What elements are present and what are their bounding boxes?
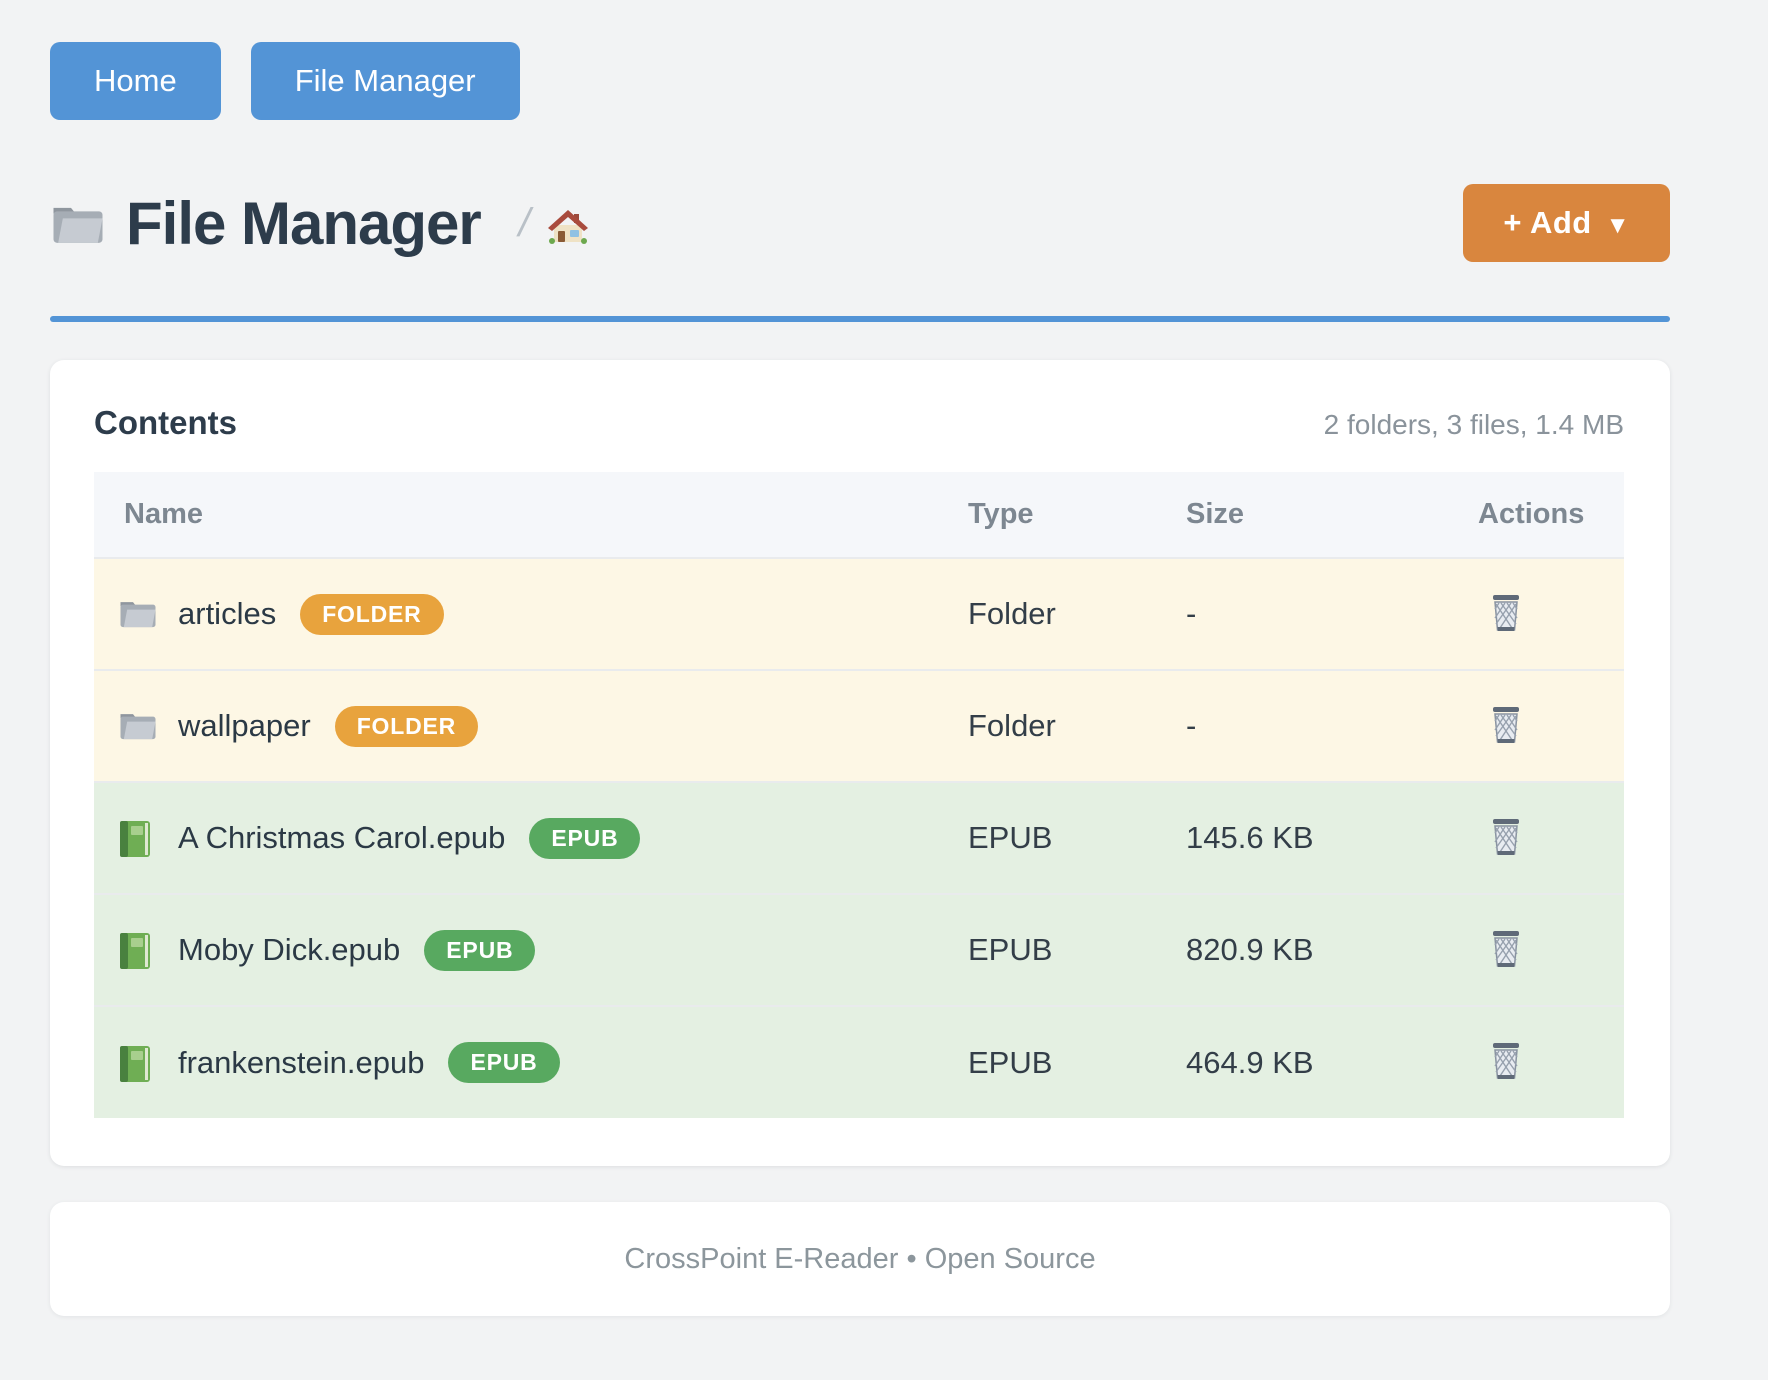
folder-icon [118, 595, 158, 633]
footer-text: CrossPoint E-Reader • Open Source [624, 1242, 1096, 1275]
header-divider [50, 316, 1670, 322]
delete-button[interactable] [1482, 811, 1530, 866]
footer: CrossPoint E-Reader • Open Source [50, 1202, 1670, 1316]
page-header: File Manager / + Add ▼ [50, 184, 1670, 262]
folder-icon [50, 198, 106, 248]
file-name[interactable]: Moby Dick.epub [178, 932, 401, 967]
column-header-size: Size [1186, 472, 1478, 558]
home-icon[interactable] [546, 207, 590, 247]
trash-icon [1486, 591, 1526, 638]
type-badge: FOLDER [334, 705, 479, 747]
file-type: Folder [968, 596, 1056, 631]
type-badge: EPUB [529, 817, 641, 859]
file-type: EPUB [968, 932, 1053, 967]
book-icon [118, 931, 158, 969]
nav-file-manager-button[interactable]: File Manager [250, 42, 520, 120]
type-badge: EPUB [448, 1042, 560, 1083]
page: Home File Manager File Manager / [50, 42, 1670, 1316]
table-row[interactable]: articles FOLDER Folder - [94, 558, 1624, 670]
add-button[interactable]: + Add ▼ [1463, 184, 1670, 262]
table-row[interactable]: Moby Dick.epub EPUB EPUB 820.9 KB [94, 894, 1624, 1006]
table-header-row: Name Type Size Actions [94, 472, 1624, 558]
nav-home-button[interactable]: Home [50, 42, 221, 120]
page-title-group: File Manager / [50, 189, 590, 258]
trash-icon [1486, 927, 1526, 974]
contents-header: Contents 2 folders, 3 files, 1.4 MB [94, 404, 1624, 442]
book-icon [118, 1044, 158, 1082]
column-header-type: Type [968, 472, 1186, 558]
breadcrumb-separator: / [514, 200, 535, 245]
delete-button[interactable] [1482, 699, 1530, 754]
delete-button[interactable] [1482, 587, 1530, 642]
trash-icon [1486, 703, 1526, 750]
table-row[interactable]: wallpaper FOLDER Folder - [94, 670, 1624, 782]
file-size: 145.6 KB [1186, 820, 1314, 855]
book-icon [118, 819, 158, 857]
file-size: - [1186, 596, 1197, 631]
delete-button[interactable] [1482, 923, 1530, 978]
column-header-name: Name [94, 472, 968, 558]
contents-summary: 2 folders, 3 files, 1.4 MB [1323, 409, 1624, 440]
file-table: Name Type Size Actions articles FOLDER F… [94, 472, 1624, 1118]
file-name[interactable]: wallpaper [178, 708, 311, 743]
column-header-actions: Actions [1478, 472, 1624, 558]
file-size: - [1186, 708, 1197, 743]
file-name[interactable]: A Christmas Carol.epub [178, 820, 506, 855]
file-type: EPUB [968, 820, 1053, 855]
folder-icon [118, 707, 158, 745]
table-row[interactable]: frankenstein.epub EPUB EPUB 464.9 KB [94, 1006, 1624, 1118]
contents-panel: Contents 2 folders, 3 files, 1.4 MB Name… [50, 360, 1670, 1166]
type-badge: EPUB [424, 929, 536, 971]
delete-button[interactable] [1482, 1035, 1530, 1090]
file-size: 464.9 KB [1186, 1044, 1314, 1080]
type-badge: FOLDER [300, 593, 444, 635]
page-title: File Manager [126, 189, 482, 257]
file-size: 820.9 KB [1186, 932, 1314, 967]
file-type: Folder [968, 708, 1056, 743]
contents-title: Contents [94, 404, 237, 441]
nav-buttons: Home File Manager [50, 42, 1670, 120]
chevron-down-icon: ▼ [1605, 212, 1630, 239]
trash-icon [1486, 815, 1526, 862]
table-row[interactable]: A Christmas Carol.epub EPUB EPUB 145.6 K… [94, 782, 1624, 894]
file-type: EPUB [968, 1044, 1053, 1080]
file-name[interactable]: frankenstein.epub [178, 1044, 425, 1080]
trash-icon [1486, 1039, 1526, 1086]
file-name[interactable]: articles [178, 596, 277, 631]
add-button-label: + Add [1503, 205, 1592, 240]
